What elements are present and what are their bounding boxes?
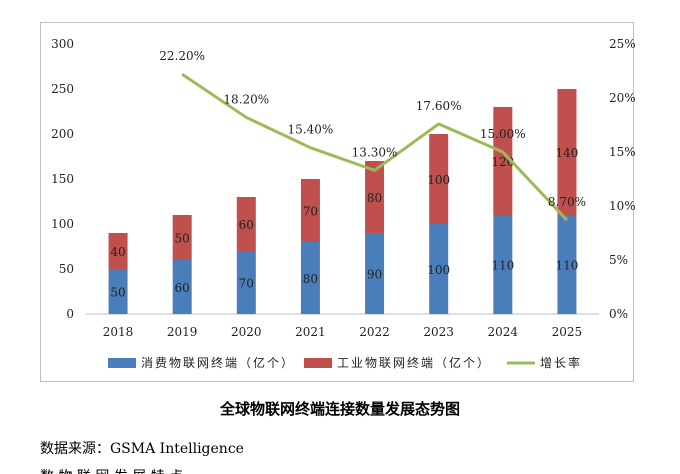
y-left-tick-label: 300 bbox=[51, 37, 74, 51]
y-right-tick-label: 5% bbox=[609, 253, 628, 267]
legend-swatch bbox=[108, 358, 136, 368]
x-tick-label: 2022 bbox=[359, 325, 390, 339]
x-tick-label: 2023 bbox=[423, 325, 454, 339]
growth-rate-line bbox=[181, 72, 569, 222]
y-right-tick-label: 20% bbox=[609, 91, 635, 105]
cutoff-text: 数 物 联 网 发 展 特 点 bbox=[40, 466, 260, 474]
x-tick-label: 2018 bbox=[103, 325, 134, 339]
bar-data-label: 60 bbox=[175, 281, 190, 295]
y-right-tick-label: 0% bbox=[609, 307, 628, 321]
x-tick-label: 2019 bbox=[167, 325, 198, 339]
y-left-tick-label: 50 bbox=[59, 262, 74, 276]
bar-data-label: 60 bbox=[239, 218, 254, 232]
growth-rate-label: 17.60% bbox=[416, 99, 462, 113]
bar-data-label: 140 bbox=[555, 146, 578, 160]
x-tick-label: 2021 bbox=[295, 325, 326, 339]
bar-data-label: 50 bbox=[175, 232, 190, 246]
bar-industrial bbox=[236, 197, 256, 251]
bar-data-label: 110 bbox=[555, 259, 578, 273]
bar-consumer bbox=[429, 224, 449, 314]
y-left-tick-label: 0 bbox=[66, 307, 74, 321]
bar-industrial bbox=[365, 161, 385, 233]
y-left-tick-label: 200 bbox=[51, 127, 74, 141]
y-right-tick-label: 25% bbox=[609, 37, 635, 51]
bar-data-label: 100 bbox=[427, 173, 450, 187]
growth-rate-label: 8.70% bbox=[548, 195, 586, 209]
y-left-tick-label: 250 bbox=[51, 82, 74, 96]
x-tick-label: 2020 bbox=[231, 325, 262, 339]
x-tick-label: 2025 bbox=[552, 325, 583, 339]
bar-consumer bbox=[557, 215, 577, 314]
growth-rate-label: 22.20% bbox=[159, 49, 205, 63]
bar-data-label: 70 bbox=[239, 277, 254, 291]
bar-consumer bbox=[172, 260, 192, 314]
bar-consumer bbox=[108, 269, 128, 314]
bar-industrial bbox=[557, 89, 577, 215]
chart-frame: 0 50 100 150 200 250 300 0% 5% 10% 15% 20% 25% 50 40 20… bbox=[40, 22, 635, 382]
bar-data-label: 90 bbox=[367, 268, 382, 282]
growth-rate-label: 15.00% bbox=[480, 127, 526, 141]
bar-data-label: 50 bbox=[110, 286, 125, 300]
chart-svg: 0 50 100 150 200 250 300 0% 5% 10% 15% 20% 25% 50 40 20… bbox=[51, 37, 635, 370]
bar-consumer bbox=[365, 233, 385, 314]
bar-industrial bbox=[300, 179, 320, 242]
legend-label: 消费物联网终端（亿个） bbox=[141, 355, 295, 370]
bar-data-label: 110 bbox=[491, 259, 514, 273]
x-tick-label: 2024 bbox=[488, 325, 519, 339]
bar-data-label: 80 bbox=[303, 272, 318, 286]
bar-data-label: 40 bbox=[110, 245, 125, 259]
legend-label: 工业物联网终端（亿个） bbox=[337, 355, 491, 370]
growth-rate-label: 13.30% bbox=[352, 145, 398, 159]
data-source: 数据来源：GSMA Intelligence bbox=[40, 441, 244, 457]
bar-data-label: 80 bbox=[367, 191, 382, 205]
y-right-tick-label: 10% bbox=[609, 199, 635, 213]
bar-data-label: 70 bbox=[303, 205, 318, 219]
bar-consumer bbox=[300, 242, 320, 314]
bar-data-label: 100 bbox=[427, 263, 450, 277]
bar-consumer bbox=[493, 215, 513, 314]
y-left-tick-label: 150 bbox=[51, 172, 74, 186]
bar-industrial bbox=[429, 134, 449, 224]
bar-industrial bbox=[493, 107, 513, 215]
y-left-tick-label: 100 bbox=[51, 217, 74, 231]
growth-rate-label: 15.40% bbox=[288, 123, 334, 137]
chart-caption: 全球物联网终端连接数量发展态势图 bbox=[219, 400, 460, 418]
y-right-tick-label: 15% bbox=[609, 145, 635, 159]
legend-label: 增长率 bbox=[540, 355, 582, 370]
bar-industrial bbox=[108, 233, 128, 269]
bar-consumer bbox=[236, 251, 256, 314]
legend-swatch bbox=[304, 358, 332, 368]
bar-industrial bbox=[172, 215, 192, 260]
growth-rate-label: 18.20% bbox=[223, 92, 269, 106]
